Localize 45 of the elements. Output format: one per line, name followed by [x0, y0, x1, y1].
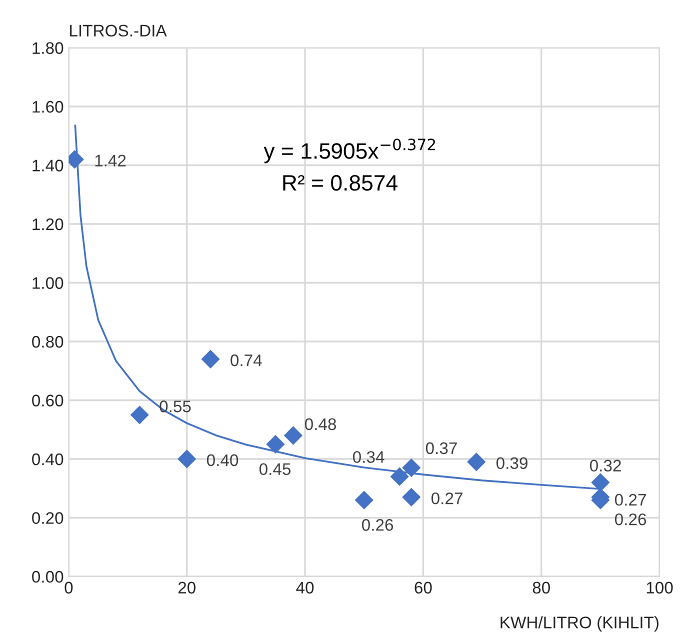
point [402, 488, 421, 506]
y-tick-label: 1.60 [32, 100, 64, 113]
point [390, 467, 409, 486]
data-label: 1.42 [95, 154, 126, 166]
x-tick-label: 100 [646, 582, 673, 594]
y-tick-label: 1.80 [32, 42, 64, 54]
data-label: 0.48 [304, 418, 336, 430]
x-tick-label: 80 [532, 582, 550, 594]
x-tick-label: 40 [296, 582, 314, 594]
y-tick-label: 0.00 [32, 570, 64, 583]
x-axis-title: KWH/LITRO (KIHLIT) [500, 616, 658, 632]
data-label: 0.40 [206, 454, 238, 466]
data-label: 0.26 [362, 519, 394, 531]
annotation: y = 1.5905x$^{−0.372}$ [264, 138, 436, 164]
y-axis-title: LITROS.-DIA [70, 24, 167, 37]
x-tick-label: 20 [178, 582, 196, 594]
point [354, 490, 374, 510]
point [591, 473, 610, 492]
y-tick-label: 1.20 [32, 218, 64, 230]
data-label: 0.45 [259, 463, 291, 476]
y-tick-label: 0.40 [32, 453, 64, 466]
x-tick-label: 60 [414, 582, 432, 594]
point [467, 452, 486, 472]
y-tick-label: 0.20 [32, 512, 64, 524]
data-label: 0.39 [496, 457, 528, 470]
point [201, 350, 220, 368]
data-label: 0.27 [614, 494, 646, 506]
data-label: 0.27 [431, 492, 462, 504]
y-tick-label: 0.60 [32, 394, 64, 406]
point [266, 434, 285, 454]
annotation: R² = 0.8574 [283, 175, 398, 191]
x-tick-label: 0 [64, 582, 73, 594]
data-label: 0.34 [352, 451, 384, 463]
y-tick-label: 1.40 [32, 160, 64, 172]
data-label: 0.55 [160, 400, 191, 412]
point [178, 450, 196, 468]
y-tick-label: 0.80 [32, 336, 64, 348]
point [402, 458, 421, 478]
data-label: 0.37 [426, 442, 457, 454]
data-label: 0.74 [230, 354, 262, 366]
data-label: 0.26 [614, 513, 646, 526]
point [284, 426, 303, 445]
y-tick-label: 1.00 [32, 277, 64, 289]
point [130, 406, 149, 424]
data-label: 0.32 [590, 460, 621, 472]
